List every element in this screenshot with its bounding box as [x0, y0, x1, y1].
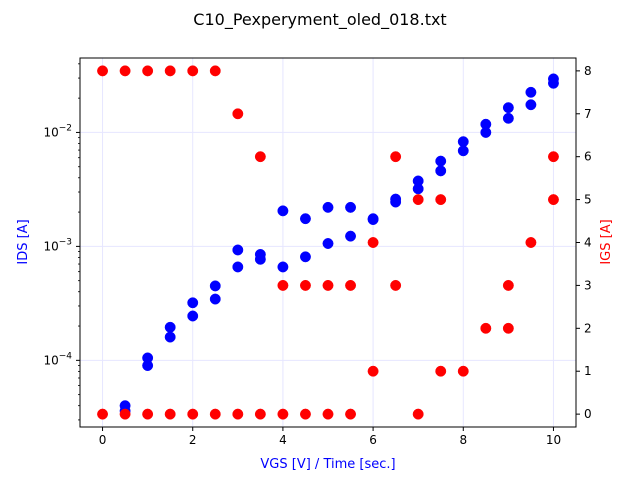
igs-point: [457, 365, 469, 377]
ids-point: [480, 126, 492, 138]
igs-point: [232, 108, 244, 120]
ids-point: [164, 331, 176, 343]
left-y-tick-label: 10−3: [43, 237, 72, 253]
igs-point: [164, 65, 176, 77]
right-y-axis-label: IGS [A]: [599, 219, 614, 264]
igs-point: [300, 279, 311, 291]
igs-point: [209, 408, 221, 420]
igs-point: [345, 279, 356, 291]
ids-point: [164, 321, 176, 333]
right-y-tick-label: 3: [584, 278, 592, 292]
right-y-tick-label: 7: [584, 107, 592, 121]
x-tick-label: 2: [189, 433, 197, 447]
ids-point: [277, 205, 289, 217]
ids-point: [502, 112, 514, 124]
ids-point: [345, 230, 356, 242]
ids-point: [209, 280, 221, 292]
igs-point: [548, 194, 559, 206]
ids-point: [187, 297, 199, 309]
right-y-tick-label: 5: [584, 193, 592, 207]
ids-point: [277, 261, 289, 273]
igs-point: [345, 408, 356, 420]
igs-point: [390, 279, 402, 291]
x-tick-label: 8: [459, 433, 467, 447]
ids-point: [525, 86, 537, 98]
right-y-tick-label: 6: [584, 150, 592, 164]
igs-point: [277, 279, 289, 291]
x-tick-label: 10: [546, 433, 561, 447]
igs-point: [322, 408, 334, 420]
ids-point: [345, 201, 356, 213]
ids-point: [187, 310, 199, 322]
igs-point: [277, 408, 289, 420]
igs-point: [390, 151, 402, 163]
left-y-tick-label: 10−2: [43, 123, 72, 139]
x-axis-label: VGS [V] / Time [sec.]: [260, 457, 395, 472]
ids-point: [435, 165, 447, 177]
ids-point: [300, 251, 311, 263]
igs-point: [142, 408, 154, 420]
right-y-tick-label: 0: [584, 407, 592, 421]
igs-point: [412, 408, 424, 420]
ids-point: [322, 238, 334, 249]
igs-point: [480, 322, 492, 334]
ids-point: [254, 253, 266, 265]
igs-point: [119, 408, 131, 420]
right-y-tick-label: 8: [584, 64, 592, 78]
left-y-tick-label: 10−4: [43, 351, 72, 367]
x-axis-ticks: 0 2 4 6 8 10: [99, 427, 561, 447]
igs-point: [209, 65, 221, 77]
igs-point: [232, 408, 244, 420]
ids-point: [209, 293, 221, 305]
igs-point: [254, 408, 266, 420]
igs-point: [119, 65, 131, 77]
igs-series: [97, 65, 559, 420]
igs-point: [97, 408, 108, 420]
ids-point: [300, 213, 311, 225]
right-y-tick-label: 2: [584, 321, 592, 335]
igs-point: [525, 237, 537, 248]
igs-point: [435, 365, 447, 377]
ids-point: [142, 360, 154, 371]
igs-point: [97, 65, 108, 77]
left-y-axis-ticks: 10−2 10−3 10−4: [43, 63, 80, 421]
igs-point: [164, 408, 176, 420]
right-y-axis-ticks: 0 1 2 3 4 5 6 7 8: [576, 64, 592, 421]
igs-point: [502, 322, 514, 334]
ids-point: [457, 145, 469, 157]
x-tick-label: 0: [99, 433, 107, 447]
ids-point: [322, 201, 334, 213]
igs-point: [187, 65, 199, 77]
igs-point: [254, 151, 266, 163]
x-tick-label: 6: [369, 433, 377, 447]
igs-point: [435, 194, 447, 206]
ids-point: [412, 183, 424, 195]
igs-point: [367, 237, 379, 248]
igs-point: [548, 151, 559, 163]
x-tick-label: 4: [279, 433, 287, 447]
right-y-tick-label: 1: [584, 364, 592, 378]
ids-point: [502, 102, 514, 114]
ids-point: [457, 136, 469, 148]
igs-point: [502, 279, 514, 291]
igs-point: [300, 408, 311, 420]
ids-point: [367, 214, 379, 225]
ids-point: [435, 155, 447, 167]
igs-point: [367, 365, 379, 377]
igs-point: [187, 408, 199, 420]
ids-point: [548, 77, 559, 89]
chart-title: C10_Pexperyment_oled_018.txt: [193, 10, 446, 30]
right-y-tick-label: 4: [584, 236, 592, 250]
left-y-axis-label: IDS [A]: [16, 219, 31, 264]
igs-point: [412, 194, 424, 206]
igs-point: [322, 279, 334, 291]
grid-layer: [80, 58, 576, 427]
ids-point: [232, 244, 244, 256]
ids-point: [525, 99, 537, 111]
ids-point: [232, 261, 244, 273]
igs-point: [142, 65, 154, 77]
ids-point: [390, 196, 402, 208]
